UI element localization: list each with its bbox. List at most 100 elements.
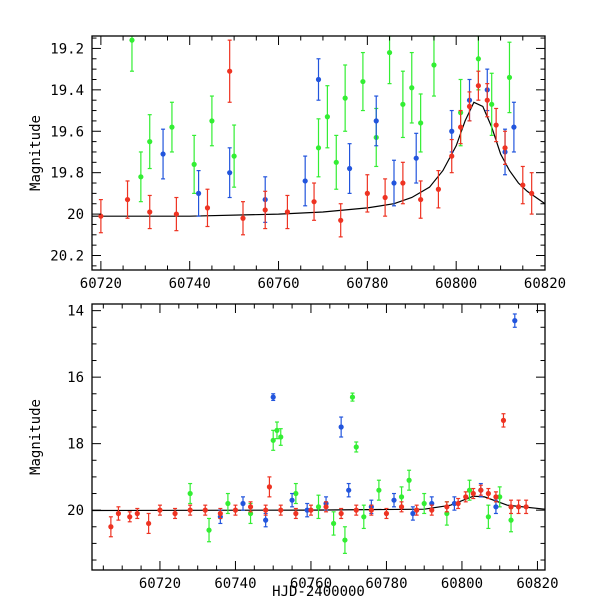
bottom-data-point (263, 507, 269, 513)
bottom-data-point (466, 487, 473, 493)
bottom-data-point (485, 490, 491, 497)
top-plot-frame (91, 35, 546, 271)
top-y-tick-label: 20.2 (50, 249, 84, 265)
bottom-data-point (274, 427, 280, 433)
bottom-data-point (368, 507, 374, 513)
top-data-point (373, 118, 379, 124)
bottom-data-point (338, 510, 344, 517)
bottom-data-point (383, 510, 390, 517)
top-series-2 (98, 39, 535, 238)
bottom-data-point (361, 514, 367, 520)
bottom-x-tick-label: 60820 (516, 576, 558, 592)
top-data-point (262, 207, 268, 213)
bottom-data-layer (92, 313, 545, 554)
top-x-tick-label: 60720 (80, 276, 122, 292)
top-data-point (529, 190, 535, 196)
bottom-data-point (240, 500, 246, 507)
bottom-data-point (421, 500, 427, 507)
top-panel: 60720 60740 60760 60780 60800 60820 19.2 19.4 19… (28, 35, 566, 292)
bottom-data-point (444, 504, 450, 510)
top-data-point (511, 124, 517, 130)
bottom-data-point (247, 504, 254, 510)
top-data-point (169, 124, 175, 130)
top-data-point (489, 101, 495, 107)
top-series-1 (160, 58, 517, 223)
top-data-point (342, 95, 348, 101)
bottom-data-point (217, 510, 223, 517)
top-data-point (409, 85, 415, 91)
bottom-data-point (232, 507, 239, 513)
top-data-point (333, 159, 339, 165)
bottom-data-point (108, 524, 114, 530)
bottom-y-tick-label: 20 (67, 503, 84, 519)
bottom-data-point (376, 487, 382, 493)
bottom-data-point (266, 484, 273, 490)
bottom-data-point (410, 510, 416, 517)
top-data-point (147, 139, 153, 145)
top-data-point (431, 62, 437, 68)
top-x-tick-label: 60740 (169, 276, 211, 292)
top-y-tick-label: 19.2 (50, 41, 84, 57)
bottom-data-point (493, 504, 499, 510)
bottom-series-0 (187, 392, 514, 554)
bottom-data-point (470, 490, 476, 497)
bottom-x-tick-label: 60760 (290, 576, 332, 592)
bottom-data-point (308, 507, 314, 513)
bottom-data-point (157, 507, 163, 513)
bottom-data-point (512, 318, 518, 324)
top-data-point (315, 76, 322, 83)
top-data-point (502, 145, 508, 151)
top-data-point (98, 213, 104, 219)
top-data-point (364, 190, 370, 196)
bottom-data-point (478, 487, 484, 493)
top-data-point (400, 101, 406, 107)
bottom-x-tick-label: 60780 (365, 576, 407, 592)
bottom-data-point (289, 497, 295, 503)
top-y-tick-label: 20 (67, 207, 84, 223)
bottom-data-point (349, 394, 356, 400)
bottom-data-point (146, 520, 152, 527)
bottom-data-point (406, 477, 412, 483)
top-data-point (173, 211, 179, 217)
bottom-data-point (508, 517, 514, 523)
top-data-point (413, 155, 419, 161)
bottom-data-point (338, 424, 344, 430)
bottom-y-tick-label: 14 (67, 304, 84, 320)
top-series-0 (129, 36, 513, 203)
top-data-point (506, 74, 513, 81)
bottom-data-point (315, 504, 322, 510)
bottom-x-tick-label: 60740 (214, 576, 256, 592)
top-data-point (386, 49, 393, 56)
bottom-data-point (497, 494, 503, 500)
bottom-series-2 (108, 413, 529, 538)
bottom-data-point (263, 517, 269, 523)
bottom-y-axis-label: Magnitude (28, 399, 44, 475)
top-data-point (360, 78, 366, 85)
bottom-data-point (293, 490, 299, 497)
top-data-point (475, 83, 481, 89)
bottom-x-axis-label: HJD-2400000 (272, 584, 365, 600)
bottom-data-point (429, 507, 435, 513)
top-data-point (324, 114, 330, 120)
top-y-tick-label: 19.6 (50, 124, 84, 140)
top-data-point (191, 161, 197, 167)
top-data-point (391, 180, 397, 186)
bottom-y-tick-label: 18 (67, 437, 84, 453)
bottom-data-point (451, 500, 457, 507)
top-data-point (346, 165, 353, 172)
bottom-data-point (342, 537, 348, 543)
top-data-point (284, 209, 291, 215)
top-data-point (147, 209, 153, 215)
top-y-axis-label: Magnitude (28, 115, 44, 191)
bottom-data-point (172, 510, 178, 517)
bottom-data-point (115, 510, 122, 517)
bottom-data-point (508, 504, 514, 510)
bottom-data-point (463, 494, 469, 500)
bottom-data-point (206, 527, 212, 533)
top-data-point (124, 196, 131, 203)
bottom-data-point (187, 507, 193, 513)
bottom-data-point (278, 434, 284, 440)
bottom-y-tick-label: 16 (67, 370, 84, 386)
bottom-data-point (523, 504, 529, 510)
